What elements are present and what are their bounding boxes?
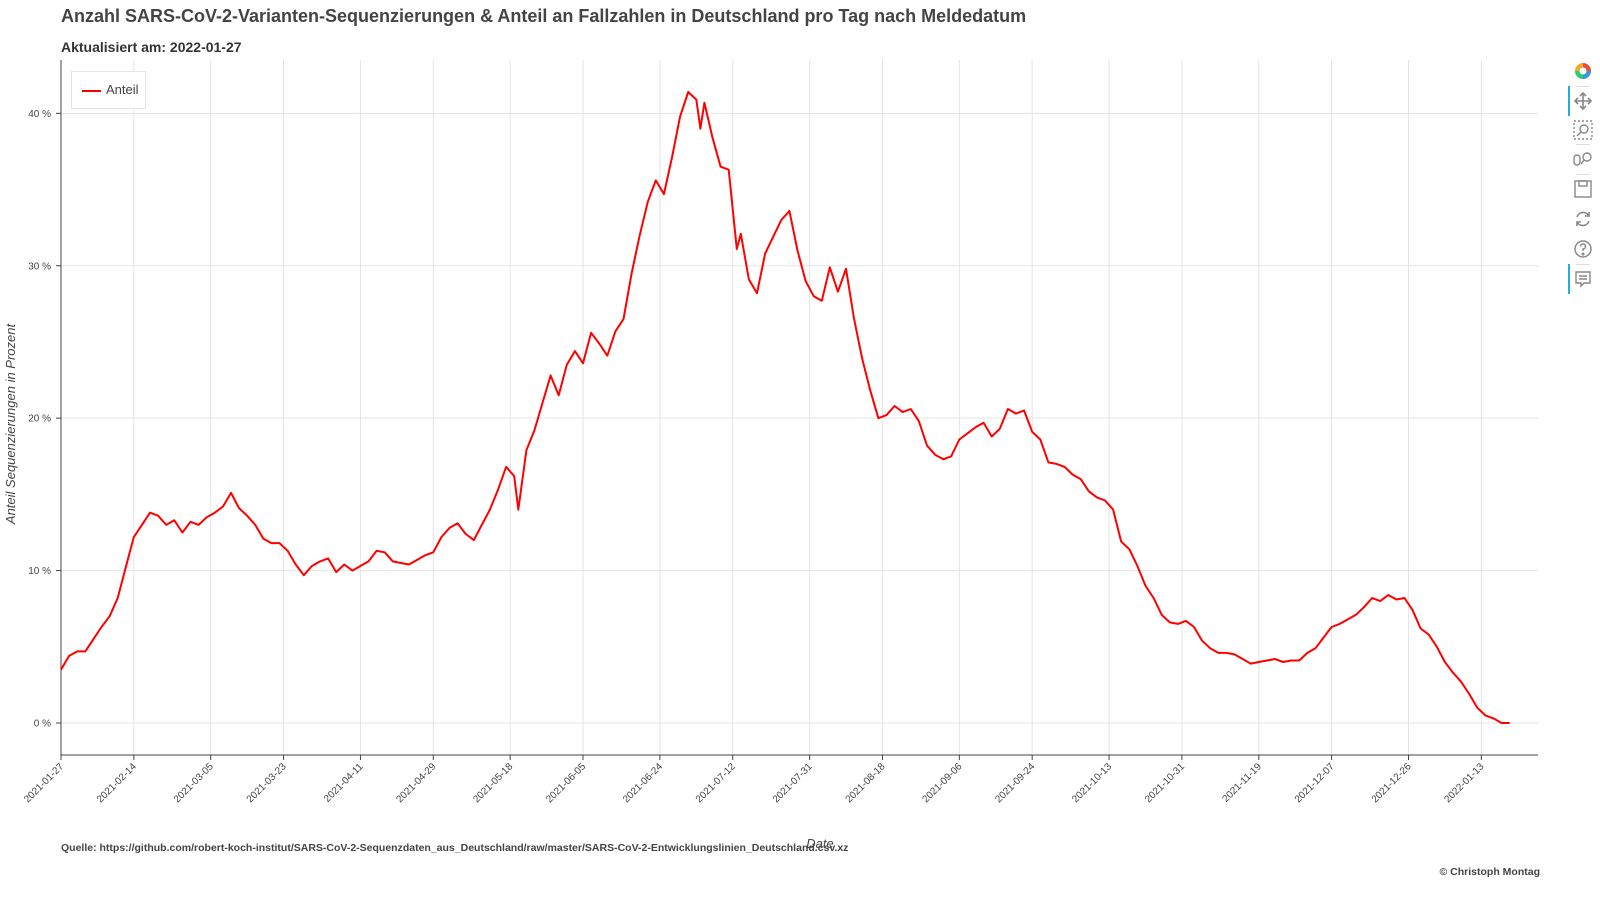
x-tick-label: 2021-06-24 — [621, 761, 665, 805]
copyright-note: © Christoph Montag — [1439, 866, 1540, 878]
legend[interactable]: Anteil — [71, 71, 146, 109]
y-axis-label: Anteil Sequenzierungen in Prozent — [3, 323, 18, 526]
legend-label: Anteil — [106, 82, 139, 97]
chart-title: Anzahl SARS-CoV-2-Varianten-Sequenzierun… — [61, 6, 1027, 26]
save-icon[interactable] — [1572, 178, 1594, 200]
chart-subtitle: Aktualisiert am: 2022-01-27 — [61, 39, 242, 55]
x-tick-label: 2021-03-05 — [172, 761, 216, 805]
x-tick-label: 2021-05-18 — [471, 761, 515, 805]
y-tick-label: 30 % — [28, 261, 51, 272]
x-tick-label: 2021-10-13 — [1070, 761, 1114, 805]
reset-icon[interactable] — [1572, 208, 1594, 230]
x-tick-label: 2021-09-24 — [993, 761, 1037, 805]
series-line-anteil[interactable] — [60, 91, 1510, 724]
x-axis-label: Date — [806, 836, 833, 851]
toolbar — [1568, 58, 1596, 298]
x-tick-label: 2021-02-14 — [95, 761, 139, 805]
x-tick-label: 2021-10-31 — [1143, 761, 1187, 805]
y-tick-label: 40 % — [28, 109, 51, 120]
x-tick-label: 2021-06-05 — [544, 761, 588, 805]
x-tick-label: 2021-12-07 — [1293, 761, 1337, 805]
y-tick-label: 10 % — [28, 566, 51, 577]
y-tick-label: 20 % — [28, 414, 51, 425]
x-tick-label: 2021-08-18 — [844, 761, 888, 805]
x-tick-label: 2021-03-23 — [245, 761, 289, 805]
hover-icon[interactable] — [1568, 264, 1594, 294]
x-tick-label: 2021-01-27 — [22, 761, 66, 805]
axes: 0 % 10 % 20 % 30 % 40 % 2021-01-27 2021-02-14 2… — [22, 60, 1538, 805]
x-tick-label: 2021-11-19 — [1220, 761, 1264, 805]
x-tick-label: 2021-04-29 — [394, 761, 438, 805]
grid-lines — [60, 60, 1538, 755]
source-note: Quelle: https://github.com/robert-koch-i… — [61, 842, 849, 854]
y-tick-label: 0 % — [34, 718, 51, 729]
wheel-zoom-icon[interactable] — [1572, 148, 1594, 170]
x-tick-label: 2022-01-13 — [1443, 761, 1487, 805]
series-layer — [60, 91, 1510, 724]
x-tick-label: 2021-12-26 — [1370, 761, 1414, 805]
x-tick-label: 2021-04-11 — [322, 761, 366, 805]
bokeh-logo-icon[interactable] — [1572, 60, 1594, 82]
pan-icon[interactable] — [1568, 86, 1594, 116]
legend-swatch — [82, 90, 101, 92]
x-tick-label: 2021-09-06 — [921, 761, 965, 805]
help-icon[interactable] — [1572, 238, 1594, 260]
box-zoom-icon[interactable] — [1572, 119, 1594, 141]
x-tick-label: 2021-07-12 — [694, 761, 738, 805]
x-tick-label: 2021-07-31 — [771, 761, 815, 805]
